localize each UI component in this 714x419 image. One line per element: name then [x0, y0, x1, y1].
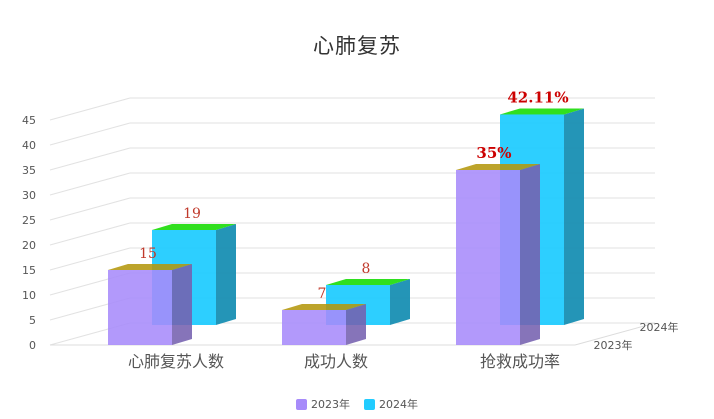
bar-side	[172, 264, 192, 345]
bar-side	[346, 304, 366, 345]
data-label: 7	[318, 286, 327, 302]
depth-label-2024: 2024年	[640, 320, 679, 334]
bar	[282, 310, 346, 345]
depth-label-2023: 2023年	[594, 338, 633, 352]
y-tick-label: 30	[22, 189, 36, 202]
bar-top	[108, 264, 192, 270]
legend-swatch-2024	[364, 398, 375, 410]
data-label: 15	[139, 246, 157, 262]
x-tick-label: 心肺复苏人数	[128, 352, 224, 371]
legend-item-2023[interactable]: 2023年	[296, 396, 350, 412]
chart-title: 心肺复苏	[313, 34, 401, 58]
grid-line-side	[49, 122, 131, 146]
legend-swatch-2023	[296, 398, 307, 410]
data-label: 35%	[476, 144, 511, 162]
bar-top	[456, 164, 540, 170]
y-tick-label: 10	[22, 289, 36, 302]
bar	[456, 170, 520, 345]
grid-line-side	[49, 222, 131, 246]
bar-top	[500, 108, 584, 115]
y-tick-label: 0	[29, 339, 36, 352]
floor-right-edge	[574, 322, 656, 346]
x-tick-label: 抢救成功率	[480, 352, 560, 371]
grid-line-side	[49, 172, 131, 196]
y-tick-label: 25	[22, 214, 36, 227]
y-tick-label: 5	[29, 314, 36, 327]
data-label: 8	[362, 261, 371, 277]
data-label: 19	[183, 206, 201, 222]
bar-top	[326, 279, 410, 285]
grid-line-side	[49, 197, 131, 221]
bar-side	[216, 224, 236, 325]
grid-line-side	[49, 147, 131, 171]
y-tick-label: 20	[22, 239, 36, 252]
y-tick-label: 40	[22, 139, 36, 152]
y-tick-label: 15	[22, 264, 36, 277]
bar-side	[564, 108, 584, 325]
bar-top	[152, 224, 236, 230]
legend-item-2024[interactable]: 2024年	[364, 396, 418, 412]
bar	[108, 270, 172, 345]
y-tick-label: 35	[22, 164, 36, 177]
bar-top	[282, 304, 366, 310]
legend-label-2024: 2024年	[379, 398, 418, 411]
legend-label-2023: 2023年	[311, 398, 350, 411]
y-tick-label: 45	[22, 114, 36, 127]
data-label: 42.11%	[507, 88, 568, 106]
grid-line-side	[49, 247, 131, 271]
legend: 2023年 2024年	[0, 396, 714, 412]
x-tick-label: 成功人数	[304, 352, 368, 371]
bar-side	[520, 164, 540, 345]
grid-line-side	[49, 97, 131, 121]
bar-side	[390, 279, 410, 325]
